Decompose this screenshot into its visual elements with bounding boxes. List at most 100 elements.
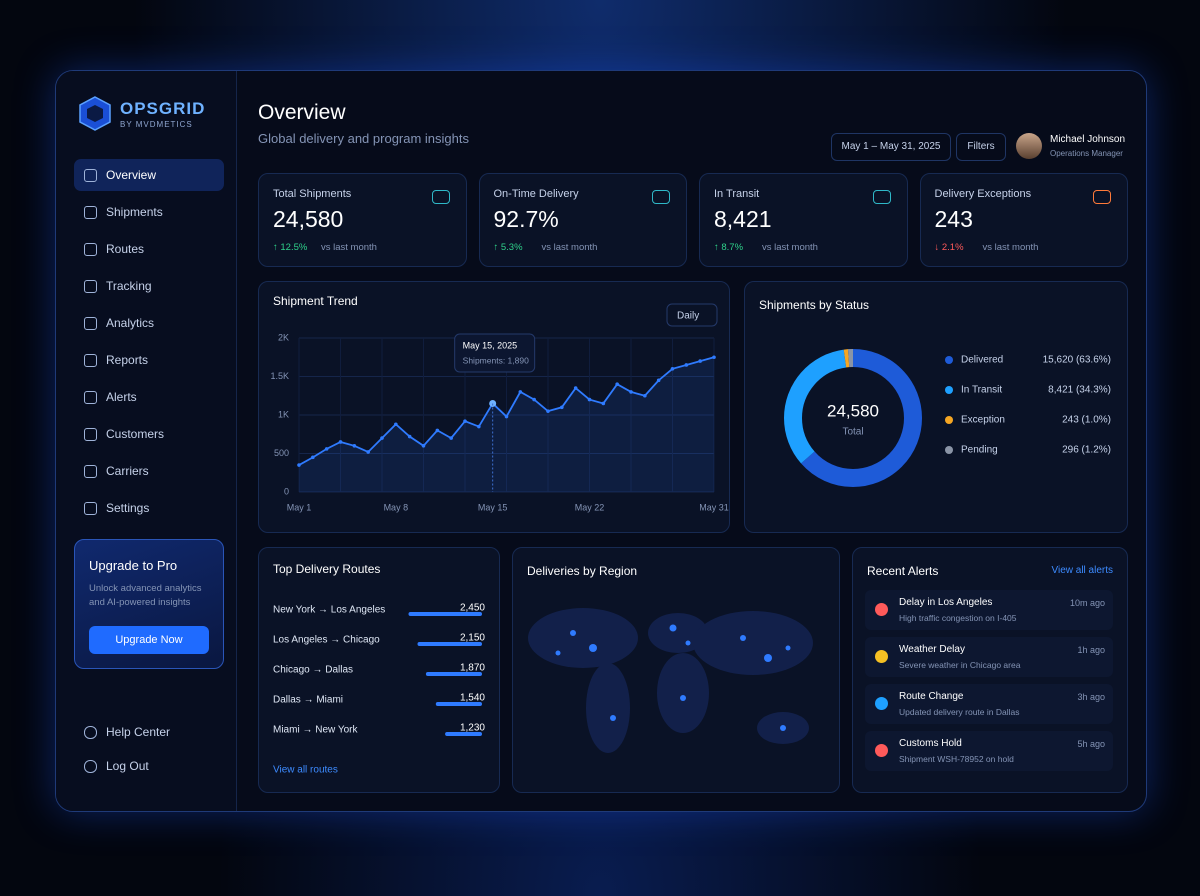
route-label: Chicago → Dallas xyxy=(273,665,353,676)
kpi-label: Delivery Exceptions xyxy=(934,188,1032,200)
routes-card: Top Delivery Routes New York → Los Angele… xyxy=(258,547,500,793)
alert-item[interactable]: Route Change Updated delivery route in Da… xyxy=(865,684,1113,724)
footer-item[interactable]: Log Out xyxy=(74,750,224,782)
nav-icon xyxy=(84,169,97,182)
nav-item[interactable]: Carriers xyxy=(74,455,224,487)
point xyxy=(477,424,481,429)
nav-item[interactable]: Routes xyxy=(74,233,224,265)
nav-item[interactable]: Reports xyxy=(74,344,224,376)
point xyxy=(504,414,509,419)
kpi-icon xyxy=(872,190,891,204)
user-name: Michael Johnson xyxy=(1050,134,1126,145)
legend-label: In Transit xyxy=(961,385,1002,396)
alert-time: 10m ago xyxy=(1069,598,1105,608)
footer-item[interactable]: Help Center xyxy=(74,716,224,748)
trend-chart: Shipment Trend Daily 0 500 1K 1.5K 2K May 1 May … xyxy=(270,294,729,512)
filters-button[interactable]: Filters xyxy=(956,133,1006,161)
nav-label: Tracking xyxy=(106,279,152,293)
point xyxy=(352,444,357,448)
point xyxy=(297,463,301,467)
kpi-card: Delivery Exceptions 243 ↓ 2.1% vs last mont… xyxy=(919,173,1128,267)
alert-item[interactable]: Customs Hold Shipment WSH-78952 on hold 5h… xyxy=(865,731,1113,771)
value-label: 1,230 xyxy=(460,723,485,734)
map-title: Deliveries by Region xyxy=(527,564,638,578)
alert-title: Delay in Los Angeles xyxy=(899,597,993,608)
point xyxy=(449,436,453,440)
kpi-note: vs last month xyxy=(541,242,598,253)
donut-center-label: Total xyxy=(842,427,863,438)
nav-item[interactable]: Shipments xyxy=(74,196,224,228)
kpi-card: Total Shipments 24,580 ↑ 12.5% vs last mont… xyxy=(258,173,467,267)
routes-link[interactable]: View all routes xyxy=(273,765,338,776)
alert-time: 3h ago xyxy=(1077,692,1105,702)
date-range[interactable]: May 1 – May 31, 2025 xyxy=(831,133,951,161)
period-select xyxy=(666,303,718,327)
legend-swatch xyxy=(945,386,953,394)
nav-label: Routes xyxy=(106,242,145,256)
nav-icon xyxy=(84,317,97,330)
legend-value: 296 (1.2%) xyxy=(1062,445,1111,456)
period-label[interactable]: Daily xyxy=(677,311,699,322)
nav-item[interactable]: Tracking xyxy=(74,270,224,302)
kpi-value: 8,421 xyxy=(714,206,772,232)
kpi-card: On-Time Delivery 92.7% ↑ 5.3% vs last month xyxy=(478,173,687,267)
route-label: New York → Los Angeles xyxy=(273,605,385,616)
nav-item[interactable]: Alerts xyxy=(74,381,224,413)
nav-item[interactable]: Overview xyxy=(74,159,224,191)
upgrade-button[interactable]: Upgrade Now xyxy=(89,626,209,654)
alert-text: Updated delivery route in Dallas xyxy=(899,707,1020,717)
alert-item[interactable]: Weather Delay Severe weather in Chicago a… xyxy=(865,637,1113,677)
y-tick-label: 1K xyxy=(278,409,289,419)
point xyxy=(587,397,592,402)
alert-item[interactable]: Delay in Los Angeles High traffic congest… xyxy=(865,590,1113,630)
alert-title: Weather Delay xyxy=(899,644,965,655)
point xyxy=(394,422,398,427)
nav-icon xyxy=(84,391,97,404)
status-card: Shipments by Status 24,580 Total Delivered 1… xyxy=(744,281,1128,533)
nav-icon xyxy=(84,280,97,293)
nav-item[interactable]: Analytics xyxy=(74,307,224,339)
legend-swatch xyxy=(945,356,953,364)
point xyxy=(435,428,440,433)
footer-icon xyxy=(84,760,97,773)
user-role: Operations Manager xyxy=(1050,149,1123,158)
alert-icon xyxy=(875,650,888,663)
x-tick-label: May 31 xyxy=(699,502,729,512)
bar xyxy=(425,672,482,676)
kpi-label: Total Shipments xyxy=(273,188,352,200)
y-tick-label: 0 xyxy=(284,486,289,496)
x-tick-label: May 15 xyxy=(478,502,508,512)
point xyxy=(338,440,343,444)
nav-item[interactable]: Settings xyxy=(74,492,224,524)
nav-label: Customers xyxy=(106,427,165,441)
chart-title: Top Delivery Routes xyxy=(273,562,380,576)
donut-slice xyxy=(784,349,922,487)
kpi-value: 24,580 xyxy=(273,206,344,232)
kpi-icon xyxy=(1093,190,1111,204)
nav-label: Shipments xyxy=(106,205,163,219)
footer-label: Help Center xyxy=(106,725,171,739)
legend-value: 15,620 (63.6%) xyxy=(1043,355,1111,366)
kpi-icon xyxy=(431,190,450,204)
nav-item[interactable]: Customers xyxy=(74,418,224,450)
tooltip-text: Shipments: 1,890 xyxy=(463,355,529,365)
alert-text: High traffic congestion on I-405 xyxy=(899,613,1017,623)
kpi-value: 243 xyxy=(934,206,973,232)
value-label: 1,870 xyxy=(460,663,485,674)
dashboard: OPSGRID BY MVDMETICS Overview Shipments Ro… xyxy=(55,70,1147,812)
point xyxy=(324,447,329,451)
chart-title: Shipment Trend xyxy=(273,294,358,308)
trend-card: Shipment Trend Daily 0 500 1K 1.5K 2K May 1 May … xyxy=(258,281,730,533)
alert-text: Severe weather in Chicago area xyxy=(899,660,1021,670)
alerts-title: Recent Alerts xyxy=(867,564,939,578)
route-label: Los Angeles → Chicago xyxy=(273,635,380,646)
alert-icon xyxy=(875,697,888,710)
alerts-link[interactable]: View all alerts xyxy=(1051,565,1113,576)
kpi-icon xyxy=(652,190,670,204)
route-label: Dallas → Miami xyxy=(273,695,343,706)
donut-slice xyxy=(784,349,922,487)
kpi-note: vs last month xyxy=(762,242,818,253)
alert-text: Shipment WSH-78952 on hold xyxy=(899,754,1014,764)
legend-label: Exception xyxy=(961,415,1005,426)
nav-icon xyxy=(84,206,97,219)
